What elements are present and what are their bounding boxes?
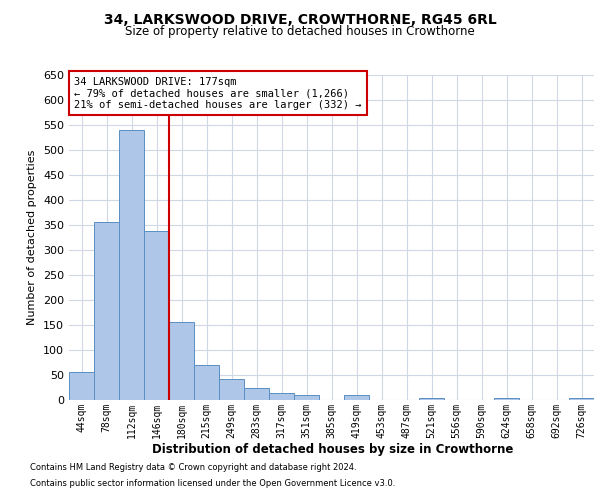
Bar	[569, 398, 594, 400]
Bar	[244, 388, 269, 400]
Y-axis label: Number of detached properties: Number of detached properties	[28, 150, 37, 325]
Bar	[494, 398, 519, 400]
Bar	[169, 322, 194, 400]
Bar	[94, 222, 119, 400]
Text: Distribution of detached houses by size in Crowthorne: Distribution of detached houses by size …	[152, 442, 514, 456]
Bar	[344, 395, 369, 400]
Bar	[69, 372, 94, 400]
Text: 34, LARKSWOOD DRIVE, CROWTHORNE, RG45 6RL: 34, LARKSWOOD DRIVE, CROWTHORNE, RG45 6R…	[104, 12, 496, 26]
Text: Size of property relative to detached houses in Crowthorne: Size of property relative to detached ho…	[125, 25, 475, 38]
Bar	[194, 365, 219, 400]
Bar	[294, 395, 319, 400]
Bar	[419, 398, 444, 400]
Text: Contains HM Land Registry data © Crown copyright and database right 2024.: Contains HM Land Registry data © Crown c…	[30, 464, 356, 472]
Bar	[144, 231, 169, 400]
Bar	[269, 392, 294, 400]
Text: 34 LARKSWOOD DRIVE: 177sqm
← 79% of detached houses are smaller (1,266)
21% of s: 34 LARKSWOOD DRIVE: 177sqm ← 79% of deta…	[74, 76, 362, 110]
Bar	[219, 379, 244, 400]
Bar	[119, 130, 144, 400]
Text: Contains public sector information licensed under the Open Government Licence v3: Contains public sector information licen…	[30, 478, 395, 488]
